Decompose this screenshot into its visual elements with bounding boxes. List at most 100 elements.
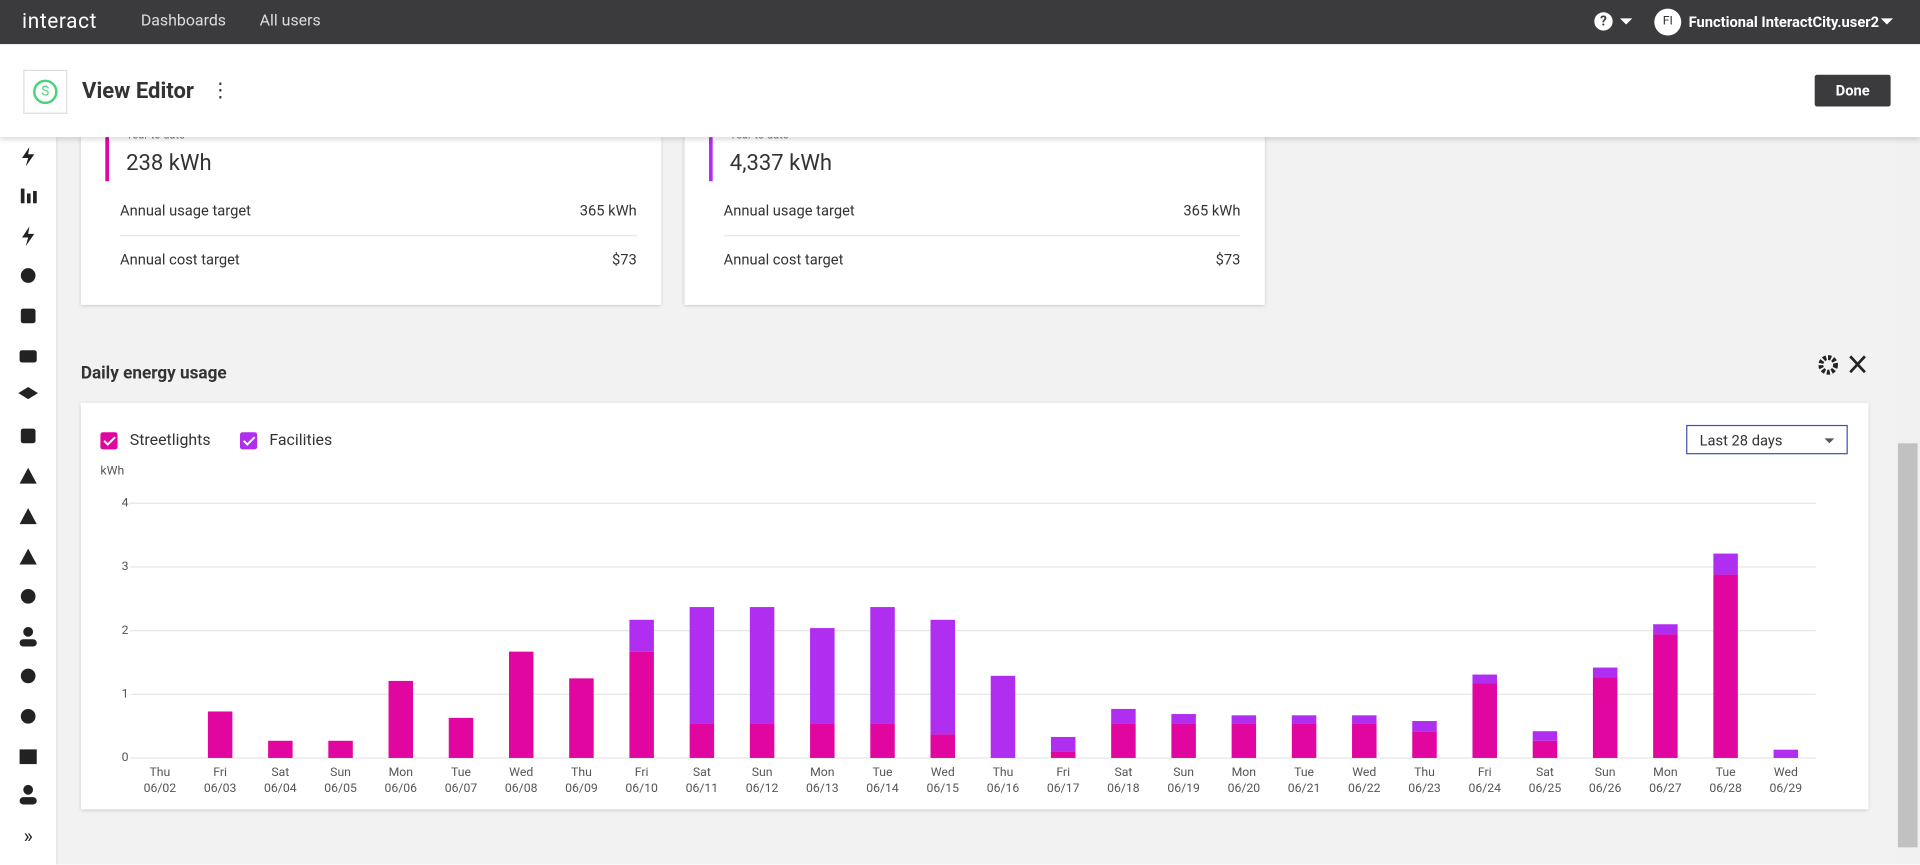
x-tick-label: 06/12 xyxy=(746,781,779,795)
row-label: Annual usage target xyxy=(120,202,251,220)
chart-card: kWh 0 1 2 3 4 Streetlights Facilities Thu 06/02 Fr… xyxy=(80,402,1869,810)
x-tick-label: 06/22 xyxy=(1348,781,1381,795)
y-tick-label: 4 xyxy=(122,496,129,510)
bar-segment xyxy=(448,717,474,758)
x-tick-label: Thu xyxy=(993,765,1014,779)
sidebar-icons: » xyxy=(18,146,38,848)
x-tick-label: 06/04 xyxy=(264,781,297,795)
x-tick-label: 06/29 xyxy=(1770,781,1803,795)
scrollbar[interactable] xyxy=(1895,137,1920,865)
user-name[interactable]: Functional InteractCity.user2 xyxy=(1688,13,1880,31)
menu-icon[interactable]: ⋮ xyxy=(210,78,231,102)
avatar[interactable]: FI xyxy=(1654,8,1682,36)
x-tick-label: Sat xyxy=(693,765,711,779)
nav-link[interactable]: Dashboards xyxy=(140,12,227,31)
x-tick-label: Mon xyxy=(1232,765,1256,779)
legend-checkbox[interactable] xyxy=(239,432,258,450)
close-icon[interactable] xyxy=(1849,355,1866,374)
range-dropdown[interactable]: Last 28 days xyxy=(1686,424,1848,455)
help-icon[interactable]: ? xyxy=(1594,12,1613,31)
card-row: Annual cost target $73 xyxy=(120,235,637,284)
row-label: Annual cost target xyxy=(120,251,240,269)
x-tick-label: Wed xyxy=(931,765,955,779)
x-tick-label: 06/16 xyxy=(987,781,1020,795)
nav-link[interactable]: All users xyxy=(259,12,321,31)
x-tick-label: Wed xyxy=(509,765,533,779)
bar-segment xyxy=(689,607,715,724)
y-tick-label: 0 xyxy=(122,750,129,764)
x-tick-label: 06/24 xyxy=(1468,781,1501,795)
done-button[interactable]: Done xyxy=(1814,74,1891,107)
bar-segment xyxy=(1111,723,1136,758)
range-label: Last 28 days xyxy=(1699,432,1783,450)
x-tick-label: Tue xyxy=(1294,765,1314,779)
x-tick-label: 06/03 xyxy=(204,781,237,795)
check xyxy=(103,436,116,446)
bar-segment xyxy=(1532,740,1558,758)
x-tick-label: Sun xyxy=(752,765,773,779)
settings-icon[interactable] xyxy=(1818,355,1838,375)
x-tick-label: Fri xyxy=(635,765,649,779)
x-tick-label: Mon xyxy=(810,765,834,779)
x-tick-label: Tue xyxy=(451,765,471,779)
chart: kWh 0 1 2 3 4 Streetlights Facilities Thu 06/02 Fr… xyxy=(100,430,1816,795)
x-tick-label: Mon xyxy=(1653,765,1677,779)
x-tick-label: Sun xyxy=(1595,765,1616,779)
bar-segment xyxy=(1713,574,1738,758)
x-tick-label: Fri xyxy=(213,765,227,779)
summary-card: Year to date 238 kWh Annual usage target… xyxy=(80,108,662,305)
x-tick-label: 06/07 xyxy=(445,781,478,795)
x-tick-label: 06/14 xyxy=(866,781,899,795)
row-value: 365 kWh xyxy=(579,202,637,220)
legend-checkbox[interactable] xyxy=(100,432,118,450)
x-tick-label: Tue xyxy=(1716,765,1736,779)
x-tick-label: Mon xyxy=(389,765,413,779)
x-tick-label: 06/18 xyxy=(1107,781,1140,795)
x-tick-label: Wed xyxy=(1774,765,1798,779)
x-tick-label: Thu xyxy=(1414,765,1435,779)
caret xyxy=(1620,18,1633,30)
x-tick-label: 06/27 xyxy=(1649,781,1682,795)
bar-segment xyxy=(328,740,353,758)
bar-segment xyxy=(810,628,835,724)
legend-label: Streetlights xyxy=(130,430,211,449)
bar-segment xyxy=(1592,677,1618,758)
x-tick-label: Tue xyxy=(873,765,893,779)
bar-segment xyxy=(930,734,956,758)
brand[interactable]: interact xyxy=(22,9,98,35)
x-tick-label: 06/06 xyxy=(385,781,418,795)
widget-title: Daily energy usage xyxy=(80,363,227,384)
x-tick-label: Fri xyxy=(1056,765,1070,779)
x-tick-label: 06/26 xyxy=(1589,781,1622,795)
bar-segment xyxy=(810,723,835,758)
top-bar: interact Dashboards All users ? FI Funct… xyxy=(0,0,1920,45)
bar-segment xyxy=(1412,731,1437,758)
x-tick-label: 06/10 xyxy=(625,781,658,795)
row-value: 365 kWh xyxy=(1183,202,1241,220)
page-title: View Editor xyxy=(82,78,194,105)
x-tick-label: 06/11 xyxy=(686,781,719,795)
bar-segment xyxy=(1773,749,1799,758)
x-tick-label: 06/25 xyxy=(1529,781,1562,795)
x-tick-label: 06/08 xyxy=(505,781,538,795)
x-tick-label: Fri xyxy=(1478,765,1492,779)
bar-segment xyxy=(689,723,715,758)
row-value: $73 xyxy=(611,251,637,269)
x-tick-label: Sun xyxy=(330,765,351,779)
y-tick-label: 1 xyxy=(122,687,129,701)
check xyxy=(242,436,256,446)
row-label: Annual cost target xyxy=(723,251,844,269)
card-row: Annual usage target 365 kWh xyxy=(120,186,637,237)
bar-segment xyxy=(569,678,594,758)
bar-segment xyxy=(1472,683,1497,758)
bar-segment xyxy=(1653,634,1678,758)
x-tick-label: 06/21 xyxy=(1288,781,1321,795)
bar-segment xyxy=(1171,714,1196,724)
bar-segment xyxy=(990,675,1016,758)
x-tick-label: 06/13 xyxy=(806,781,839,795)
bar-segment xyxy=(1171,723,1196,758)
bar-segment xyxy=(1050,751,1076,758)
x-tick-label: Sat xyxy=(1114,765,1132,779)
x-tick-label: Wed xyxy=(1352,765,1376,779)
